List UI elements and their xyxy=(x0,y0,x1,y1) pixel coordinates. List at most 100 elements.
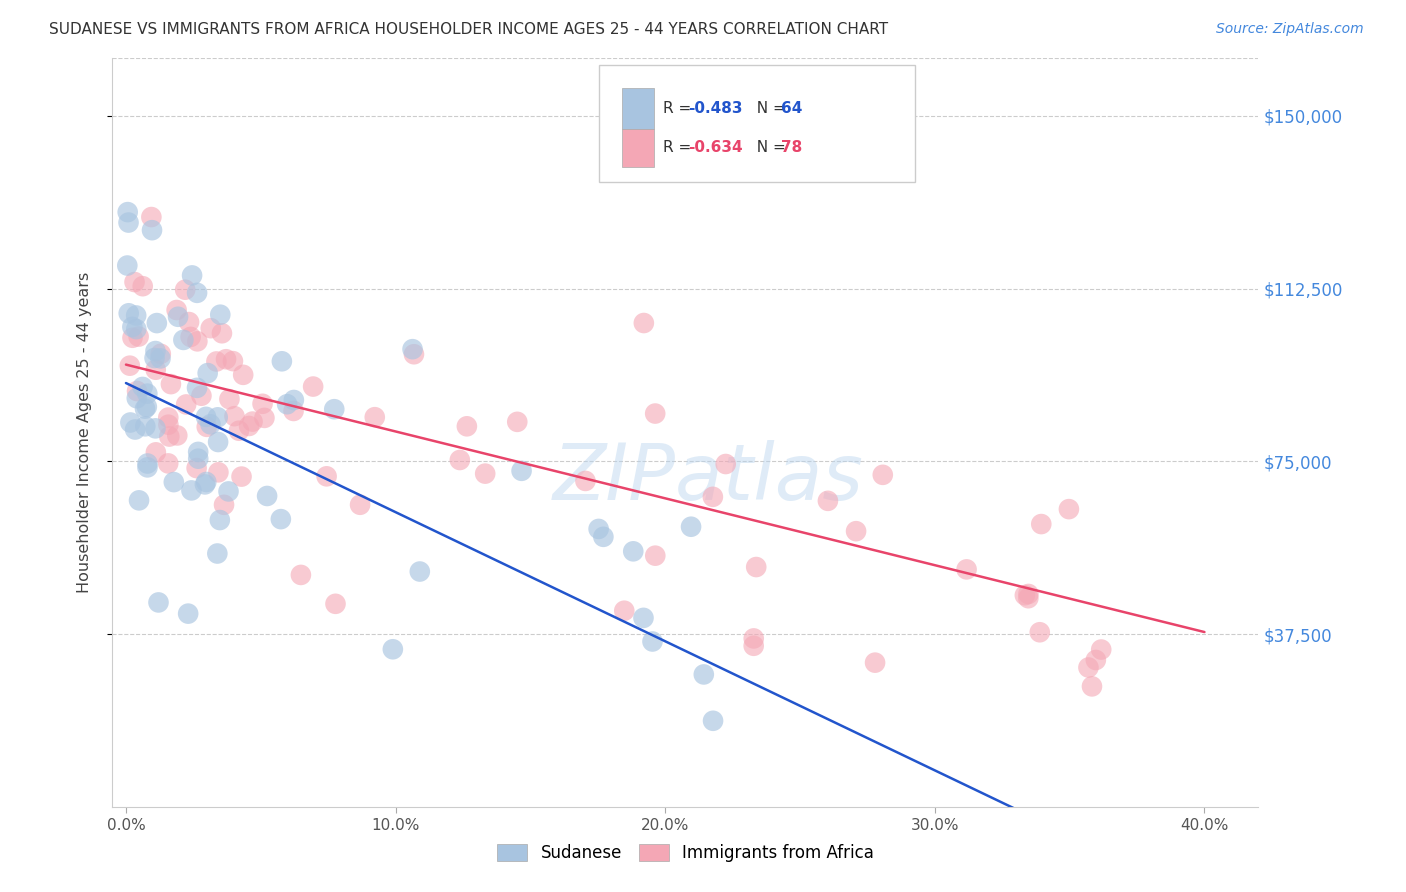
Point xyxy=(315,469,337,483)
Point xyxy=(134,419,156,434)
Point xyxy=(574,474,596,488)
Point xyxy=(190,389,212,403)
Point xyxy=(145,421,167,435)
Point xyxy=(409,565,432,579)
Point xyxy=(510,464,533,478)
Point xyxy=(166,303,188,318)
Point xyxy=(146,316,169,330)
Point xyxy=(872,467,894,482)
Point xyxy=(125,391,148,405)
Text: 64: 64 xyxy=(780,102,801,117)
Point xyxy=(200,321,222,335)
Point xyxy=(131,380,153,394)
Point xyxy=(194,477,217,491)
Point xyxy=(1077,660,1099,674)
Point xyxy=(187,451,209,466)
Point xyxy=(209,308,232,322)
Point xyxy=(745,560,768,574)
Point xyxy=(207,466,229,480)
Point xyxy=(174,397,197,411)
Point xyxy=(845,524,868,539)
Point xyxy=(644,549,666,563)
Point xyxy=(177,315,200,329)
Point xyxy=(136,460,159,475)
Point xyxy=(157,429,180,443)
Point xyxy=(195,409,218,424)
Point xyxy=(401,342,423,356)
Point xyxy=(167,310,190,324)
Point xyxy=(592,530,614,544)
Point xyxy=(163,475,186,489)
Point xyxy=(817,493,839,508)
Point xyxy=(1014,588,1036,602)
Point xyxy=(141,210,163,224)
Point xyxy=(1017,587,1039,601)
Point xyxy=(143,351,166,365)
Point xyxy=(186,381,208,395)
Point xyxy=(187,445,209,459)
Point xyxy=(186,334,208,349)
Point xyxy=(290,568,312,582)
Point xyxy=(228,424,250,438)
Point xyxy=(644,407,666,421)
Point xyxy=(128,493,150,508)
Text: ZIPatlas: ZIPatlas xyxy=(553,440,863,516)
Point xyxy=(136,457,159,471)
Point xyxy=(125,322,148,336)
Text: Source: ZipAtlas.com: Source: ZipAtlas.com xyxy=(1216,22,1364,37)
Point xyxy=(157,417,180,432)
Point xyxy=(149,351,172,366)
Point xyxy=(141,223,163,237)
Point xyxy=(135,400,157,414)
Text: SUDANESE VS IMMIGRANTS FROM AFRICA HOUSEHOLDER INCOME AGES 25 - 44 YEARS CORRELA: SUDANESE VS IMMIGRANTS FROM AFRICA HOUSE… xyxy=(49,22,889,37)
Point xyxy=(172,333,194,347)
Point xyxy=(641,634,664,648)
Point xyxy=(181,268,204,283)
Point xyxy=(174,283,197,297)
Point xyxy=(118,359,141,373)
Point xyxy=(207,435,229,450)
Point xyxy=(125,384,148,398)
Point xyxy=(633,316,655,330)
Point xyxy=(125,309,148,323)
Point xyxy=(207,547,229,561)
Point xyxy=(302,379,325,393)
Point xyxy=(364,410,387,425)
Point xyxy=(118,306,141,320)
Point xyxy=(1029,625,1052,640)
Point xyxy=(117,205,139,219)
Point xyxy=(506,415,529,429)
Point xyxy=(197,366,219,380)
Point xyxy=(256,489,278,503)
Text: R =: R = xyxy=(662,102,696,117)
Text: N =: N = xyxy=(748,140,792,155)
Point xyxy=(128,329,150,343)
Point xyxy=(1090,642,1112,657)
Point xyxy=(863,656,886,670)
Point xyxy=(134,401,156,416)
Point xyxy=(283,404,305,418)
Point xyxy=(714,457,737,471)
Point xyxy=(149,347,172,361)
Point xyxy=(1031,517,1053,532)
Point xyxy=(157,410,180,425)
Point xyxy=(177,607,200,621)
Point xyxy=(121,319,143,334)
Point xyxy=(207,410,229,425)
Point xyxy=(381,642,404,657)
Point xyxy=(456,419,478,434)
Point xyxy=(1017,591,1039,606)
Point xyxy=(218,392,240,406)
Point xyxy=(283,392,305,407)
FancyBboxPatch shape xyxy=(599,65,915,182)
Point xyxy=(145,344,167,359)
Point xyxy=(145,362,167,376)
Point xyxy=(238,419,260,434)
Point xyxy=(1084,653,1107,667)
Point xyxy=(124,275,146,289)
Point xyxy=(121,331,143,345)
Point xyxy=(232,368,254,382)
Point xyxy=(211,326,233,341)
Point xyxy=(693,667,716,681)
Point xyxy=(205,354,228,368)
